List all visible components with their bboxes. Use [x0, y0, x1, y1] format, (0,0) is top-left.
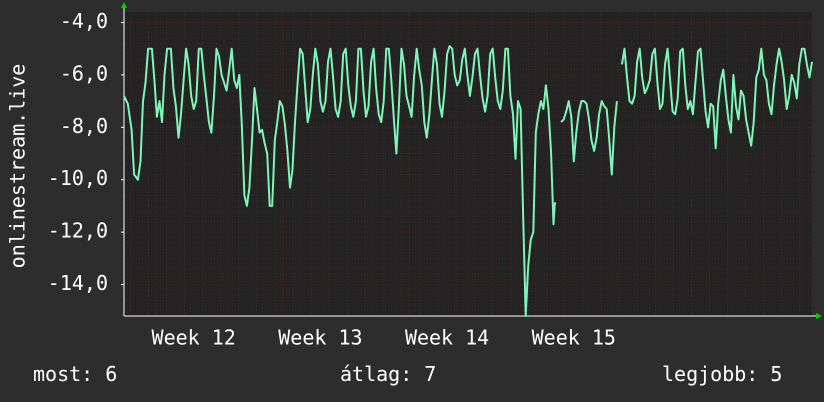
- y-tick-label: -10,0: [48, 166, 108, 190]
- series-line-segment: [560, 100, 618, 176]
- y-tick-label: -14,0: [48, 271, 108, 295]
- x-tick-label: Week 13: [278, 326, 362, 350]
- plot-area: [124, 12, 812, 316]
- tick-labels: -4,0 -6,0 -8,0 -10,0 -12,0 -14,0 Week 12 Week 1…: [48, 9, 616, 350]
- stat-average: átlag: 7: [340, 362, 437, 386]
- series-line-segment: [123, 45, 557, 317]
- axes: [121, 2, 822, 319]
- x-tick-label: Week 12: [152, 326, 236, 350]
- series-line-segment: [620, 47, 813, 150]
- y-tick-label: -12,0: [48, 219, 108, 243]
- x-tick-label: Week 14: [405, 326, 489, 350]
- stat-max: legjobb: 5: [662, 362, 783, 386]
- x-axis-arrow-icon: [816, 313, 822, 319]
- grid: [124, 12, 812, 316]
- stat-current: most: 6: [33, 362, 118, 386]
- y-axis-arrow-icon: [121, 2, 127, 8]
- x-tick-label: Week 15: [532, 326, 616, 350]
- y-tick-label: -6,0: [60, 61, 108, 85]
- series-layer: [123, 45, 813, 317]
- y-tick-label: -8,0: [60, 114, 108, 138]
- y-tick-label: -4,0: [60, 9, 108, 33]
- y-axis-label: onlinestream.live: [6, 64, 30, 269]
